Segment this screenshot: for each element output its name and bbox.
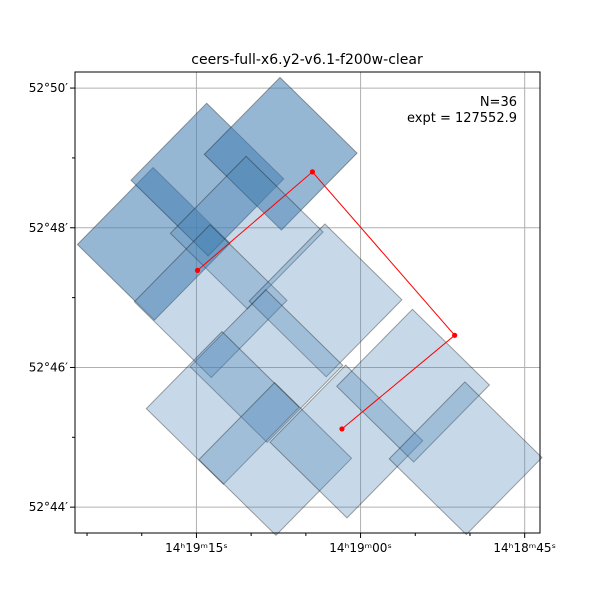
axis-ticks: 14ʰ19ᵐ15ˢ 14ʰ19ᵐ00ˢ 14ʰ18ᵐ45ˢ 52°50′ 52°48′ 5… [29,81,556,555]
footprint-10 [335,308,491,463]
path-line [197,171,456,430]
x-tick-label-2: 14ʰ18ᵐ45ˢ [493,541,556,555]
pointing-path [194,169,458,432]
plot-frame [74,71,541,534]
footprint-8 [198,381,353,537]
footprint-5 [248,223,403,378]
y-tick-label-1: 52°48′ [29,221,69,235]
chart-title: ceers-full-x6.y2-v6.1-f200w-clear [191,52,423,68]
path-point-0 [194,267,201,273]
footprint-7 [145,330,300,486]
footprint-tiles [76,76,543,537]
x-tick-label-1: 14ʰ19ᵐ00ˢ [329,541,392,555]
path-point-3 [339,426,345,432]
footprint-11 [388,381,543,536]
footprint-3 [169,155,324,310]
x-tick-label-0: 14ʰ19ᵐ15ˢ [165,541,228,555]
annotation-count: N=36 [480,95,517,110]
y-tick-label-3: 52°44′ [29,500,69,514]
footprint-6 [189,288,344,444]
path-point-1 [309,169,316,175]
footprint-4 [133,223,288,379]
annotation-exposure: expt = 127552.9 [407,111,517,126]
footprint-1 [130,102,285,257]
grid-lines [75,72,540,533]
footprint-2 [203,76,358,231]
y-tick-label-2: 52°46′ [29,360,69,374]
y-tick-label-0: 52°50′ [29,81,69,95]
footprint-0 [76,166,231,321]
path-point-2 [452,332,458,338]
footprint-9 [269,364,424,519]
